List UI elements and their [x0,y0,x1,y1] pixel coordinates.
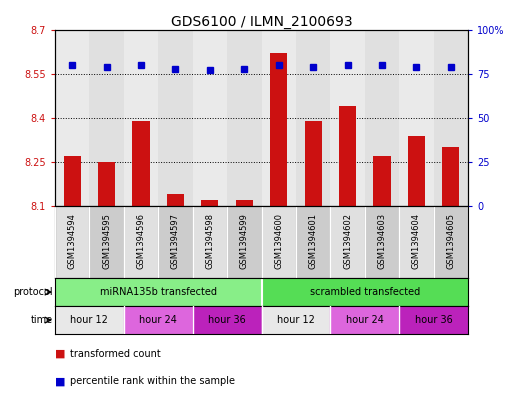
Bar [408,136,425,206]
Text: hour 36: hour 36 [208,315,246,325]
Bar [442,147,460,206]
Bar [365,206,399,278]
Bar [330,206,365,278]
Text: protocol: protocol [13,287,53,297]
Bar [158,206,193,278]
Bar [227,30,262,206]
Text: GSM1394604: GSM1394604 [412,213,421,269]
Bar [262,206,296,278]
Bar [433,206,468,278]
Bar [330,306,399,334]
Bar [124,306,193,334]
Text: hour 24: hour 24 [140,315,177,325]
Bar [89,30,124,206]
Bar [235,200,253,206]
Bar [270,53,287,206]
Bar [132,121,150,206]
Bar [262,30,296,206]
Text: GSM1394597: GSM1394597 [171,213,180,269]
Bar [296,30,330,206]
Text: GSM1394601: GSM1394601 [309,213,318,269]
Bar [262,306,330,334]
Text: transformed count: transformed count [70,349,161,359]
Text: GSM1394595: GSM1394595 [102,213,111,269]
Text: hour 12: hour 12 [70,315,108,325]
Text: scrambled transfected: scrambled transfected [310,287,420,297]
Text: GSM1394600: GSM1394600 [274,213,283,269]
Bar [399,206,433,278]
Text: GSM1394598: GSM1394598 [205,213,214,269]
Text: GSM1394603: GSM1394603 [378,213,386,269]
Text: time: time [31,315,53,325]
Text: GSM1394605: GSM1394605 [446,213,456,269]
Bar [124,30,158,206]
Bar [98,162,115,206]
Bar [373,156,390,206]
Bar [193,206,227,278]
Text: GSM1394594: GSM1394594 [68,213,77,269]
Bar [227,206,262,278]
Text: ■: ■ [55,349,66,359]
Text: hour 36: hour 36 [415,315,452,325]
Bar [399,30,433,206]
Text: GSM1394599: GSM1394599 [240,213,249,269]
Bar [55,306,124,334]
Bar [262,278,468,306]
Bar [124,206,158,278]
Text: miRNA135b transfected: miRNA135b transfected [100,287,217,297]
Bar [305,121,322,206]
Bar [433,30,468,206]
Bar [193,30,227,206]
Bar [89,206,124,278]
Bar [55,278,262,306]
Text: percentile rank within the sample: percentile rank within the sample [70,376,235,386]
Title: GDS6100 / ILMN_2100693: GDS6100 / ILMN_2100693 [171,15,352,29]
Text: GSM1394596: GSM1394596 [136,213,146,269]
Bar [167,194,184,206]
Text: GSM1394602: GSM1394602 [343,213,352,269]
Bar [339,106,356,206]
Text: hour 24: hour 24 [346,315,384,325]
Bar [330,30,365,206]
Bar [55,30,89,206]
Bar [55,206,89,278]
Bar [201,200,219,206]
Bar [193,306,262,334]
Bar [365,30,399,206]
Bar [158,30,193,206]
Bar [296,206,330,278]
Text: ■: ■ [55,376,66,386]
Bar [399,306,468,334]
Text: hour 12: hour 12 [277,315,315,325]
Bar [64,156,81,206]
